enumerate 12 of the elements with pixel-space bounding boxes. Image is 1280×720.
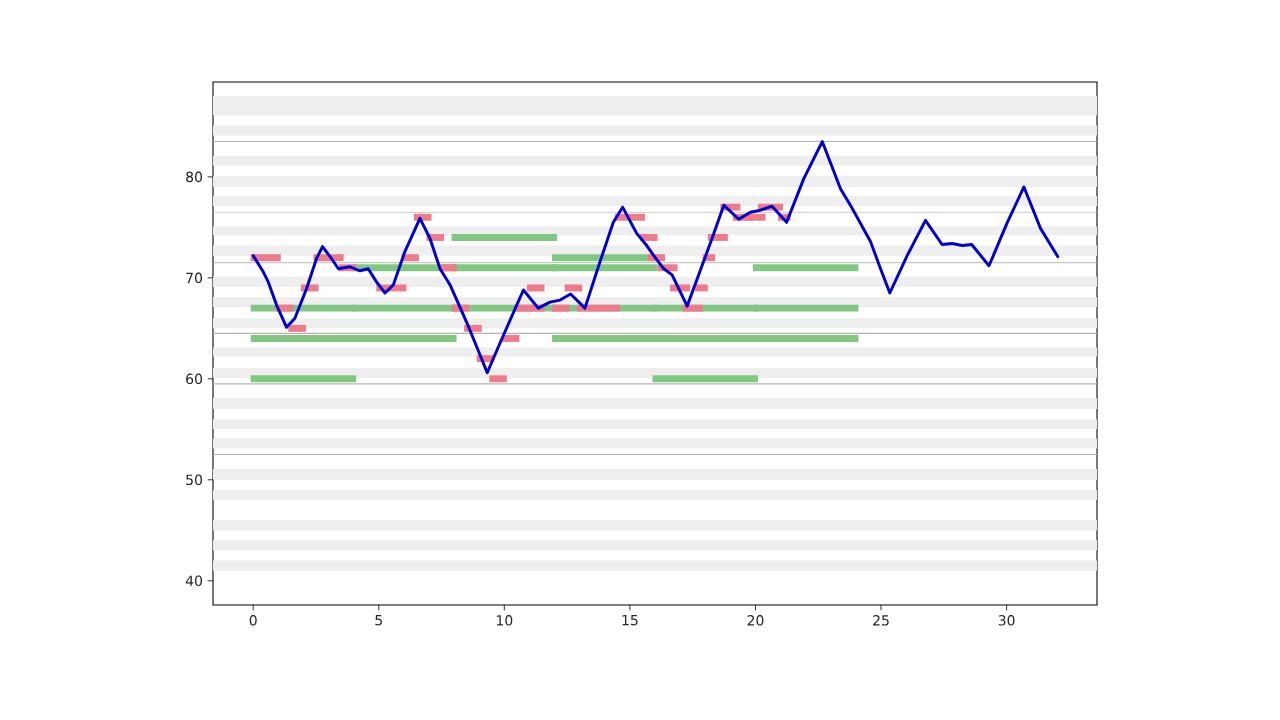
y-tick-label: 40 <box>185 575 203 587</box>
x-tick-label: 30 <box>998 615 1015 626</box>
x-tick-label: 10 <box>496 615 513 626</box>
x-tick-label: 5 <box>375 615 382 626</box>
y-tick-label: 80 <box>186 171 203 183</box>
y-tick-label: 60 <box>186 373 203 385</box>
x-tick-label: 25 <box>873 615 889 626</box>
x-tick-label: 0 <box>249 615 257 626</box>
x-tick-label: 20 <box>747 615 764 626</box>
y-tick-label: 70 <box>186 272 203 284</box>
x-tick-label: 15 <box>622 615 638 626</box>
y-tick-label: 50 <box>186 474 203 486</box>
